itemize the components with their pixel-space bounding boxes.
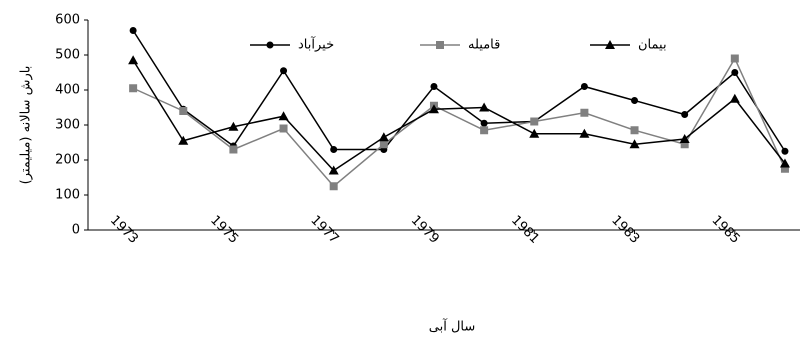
marker: [428, 104, 439, 114]
marker: [328, 165, 339, 175]
x-axis-label: سال آبی: [429, 318, 476, 335]
marker: [178, 135, 189, 145]
y-tick-label: 600: [55, 13, 80, 28]
marker: [679, 134, 690, 143]
marker: [430, 83, 438, 90]
marker: [530, 117, 539, 126]
marker: [781, 147, 789, 155]
marker: [179, 107, 188, 115]
marker: [229, 145, 238, 154]
marker: [680, 140, 689, 149]
y-tick-label: 300: [55, 118, 80, 133]
marker: [630, 126, 639, 135]
marker: [278, 111, 289, 121]
legend-label: بیمان: [638, 38, 667, 53]
y-tick-label: 500: [55, 48, 80, 63]
marker: [436, 41, 444, 49]
y-axis-label: بارش سالانه (میلیمتر): [19, 66, 34, 185]
marker: [580, 108, 589, 117]
marker: [279, 124, 288, 133]
marker: [480, 126, 489, 135]
y-tick-label: 200: [55, 153, 80, 168]
marker: [480, 119, 488, 127]
marker: [379, 140, 388, 149]
marker: [681, 111, 689, 118]
marker: [266, 41, 274, 49]
marker: [779, 158, 790, 168]
marker: [605, 40, 615, 49]
marker: [579, 128, 590, 138]
y-tick-label: 400: [55, 83, 80, 98]
marker: [731, 69, 739, 76]
marker: [280, 67, 288, 75]
marker: [479, 102, 490, 112]
series-line: [132, 30, 786, 152]
legend-label: قامیله: [468, 38, 500, 53]
marker: [128, 55, 139, 65]
y-tick-label: 0: [72, 223, 80, 238]
series-line: [132, 56, 786, 188]
marker: [780, 164, 789, 173]
marker: [529, 128, 540, 138]
marker: [330, 146, 338, 153]
marker: [580, 83, 588, 90]
marker: [631, 97, 639, 104]
y-tick-label: 100: [55, 188, 80, 203]
marker: [129, 84, 138, 93]
series-line: [132, 59, 786, 172]
marker: [129, 27, 137, 34]
marker: [228, 121, 239, 131]
marker: [730, 54, 739, 63]
marker: [329, 182, 338, 191]
marker: [629, 139, 640, 149]
marker: [378, 132, 389, 142]
legend-label: خیرآباد: [298, 36, 334, 53]
marker: [729, 93, 740, 103]
